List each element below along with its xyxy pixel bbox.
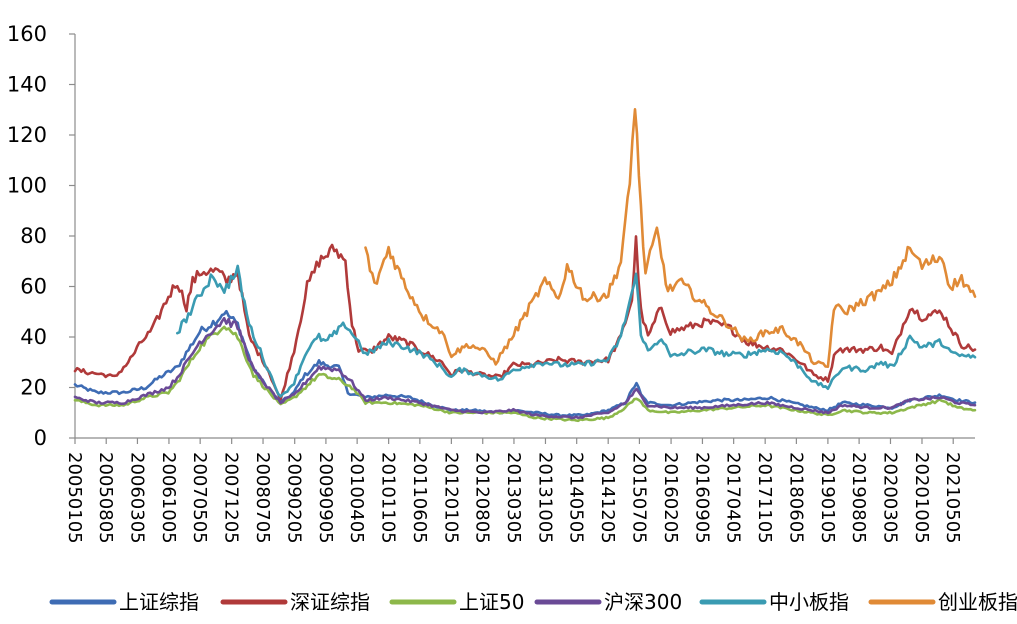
x-tick-label: 20130305 — [503, 452, 524, 544]
legend-label: 深证综指 — [290, 590, 370, 614]
x-tick-label: 20070505 — [189, 452, 210, 544]
x-tick-label: 20180605 — [785, 452, 806, 544]
series-line-4 — [73, 316, 977, 420]
x-tick-label: 20120805 — [472, 452, 493, 544]
x-tick-label: 20131005 — [534, 452, 555, 544]
x-tick-label: 20171105 — [754, 452, 775, 544]
x-tick-label: 20060305 — [126, 452, 147, 544]
legend-label: 创业板指 — [938, 590, 1017, 614]
x-tick-label: 20080705 — [252, 452, 273, 544]
x-tick-label: 20190805 — [848, 452, 869, 544]
x-tick-label: 20210505 — [942, 452, 963, 544]
y-tick-label: 40 — [20, 325, 47, 349]
x-tick-label: 20150705 — [628, 452, 649, 544]
series-line-3 — [73, 325, 977, 423]
series-lines — [73, 108, 977, 423]
x-tick-label: 20201005 — [911, 452, 932, 544]
x-tick-label: 20170405 — [723, 452, 744, 544]
x-tick-label: 20050105 — [64, 452, 85, 544]
x-tick-label: 20050805 — [95, 452, 116, 544]
x-tick-label: 20160205 — [660, 452, 681, 544]
series-line-5 — [176, 264, 977, 398]
legend-label: 中小板指 — [769, 590, 849, 614]
y-tick-label: 120 — [7, 123, 47, 147]
x-tick-label: 20071205 — [221, 452, 242, 544]
x-tick-label: 20140505 — [566, 452, 587, 544]
y-tick-label: 0 — [34, 426, 47, 450]
y-tick-label: 80 — [20, 224, 47, 248]
legend: 上证综指 深证综指 上证50 沪深300 中小板指 创业板指 — [49, 590, 1017, 614]
x-tick-label: 20200305 — [879, 452, 900, 544]
x-tick-label: 20190105 — [817, 452, 838, 544]
x-tick-label: 20100405 — [346, 452, 367, 544]
x-tick-label: 20101105 — [378, 452, 399, 544]
y-tick-label: 140 — [7, 73, 47, 97]
x-tick-label: 20120105 — [440, 452, 461, 544]
plot-area: 0 20 40 60 80 100 120 140 160 20050105 20050805 200… — [7, 22, 975, 544]
x-tick-label: 20090205 — [284, 452, 305, 544]
series-line-2 — [73, 235, 977, 401]
y-tick-label: 160 — [7, 22, 47, 46]
legend-label: 沪深300 — [604, 590, 682, 614]
y-tick-label: 20 — [20, 376, 47, 400]
legend-label: 上证综指 — [119, 590, 199, 614]
y-tick-label: 60 — [20, 275, 47, 299]
x-tick-label: 20090905 — [315, 452, 336, 544]
x-tick-label: 20061005 — [158, 452, 179, 544]
series-line-6 — [364, 108, 977, 368]
x-tick-label: 20141205 — [597, 452, 618, 544]
x-tick-label: 20160905 — [691, 452, 712, 544]
x-tick-label: 20110605 — [409, 452, 430, 544]
y-tick-label: 100 — [7, 174, 47, 198]
legend-label: 上证50 — [459, 590, 524, 614]
